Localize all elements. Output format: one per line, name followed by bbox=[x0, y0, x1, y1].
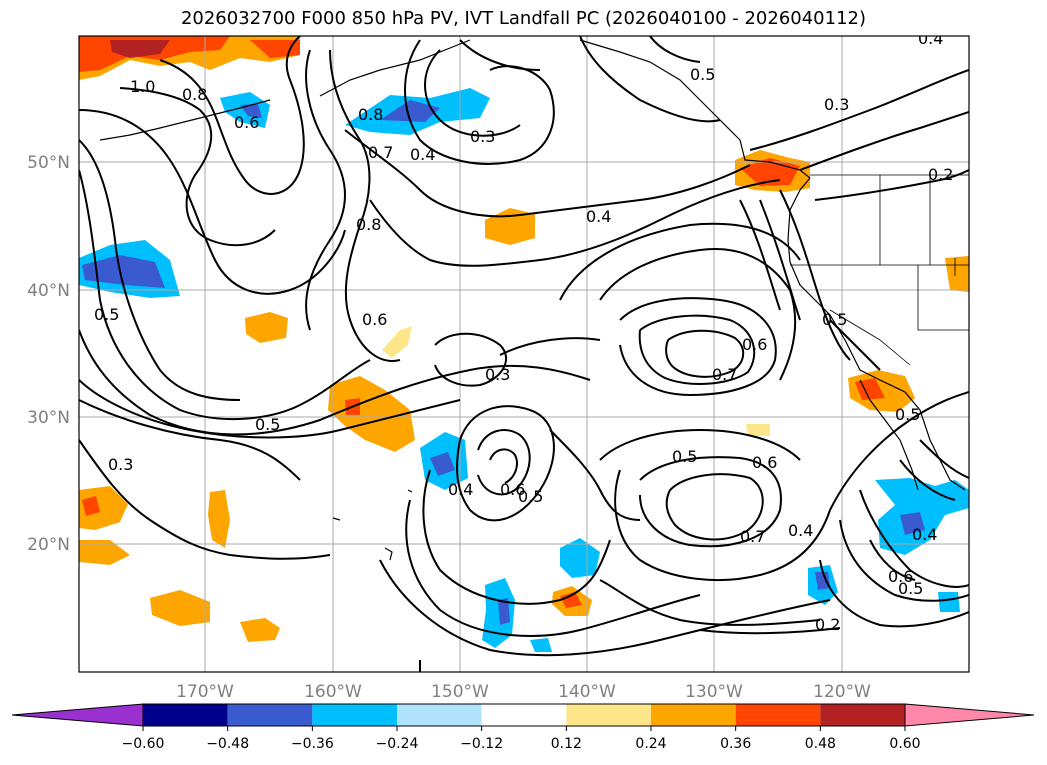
contour-label: 0.2 bbox=[928, 165, 953, 184]
colorbar-swatch bbox=[397, 704, 482, 726]
lon-label: 160°W bbox=[304, 682, 362, 702]
colorbar-tick-label: −0.48 bbox=[206, 736, 249, 752]
colorbar-extend-high bbox=[904, 703, 1035, 727]
contour-label: 0.6 bbox=[752, 453, 777, 472]
colorbar-frame bbox=[142, 703, 906, 727]
colorbar-extend-low bbox=[11, 703, 144, 727]
colorbar-swatch bbox=[481, 704, 567, 726]
lon-label: 120°W bbox=[813, 682, 871, 702]
contour-label: 0.7 bbox=[740, 527, 765, 546]
contour-label: 0.5 bbox=[94, 305, 119, 324]
contour-label: 0.5 bbox=[518, 487, 543, 506]
contour-label: 0.8 bbox=[356, 215, 381, 234]
contour-label: 0.6 bbox=[888, 567, 913, 586]
colorbar-swatch bbox=[820, 704, 905, 726]
contour-label: 0.4 bbox=[788, 521, 813, 540]
colorbar-swatch bbox=[566, 704, 651, 726]
colorbar-tick-label: 0.24 bbox=[635, 736, 666, 752]
colorbar-tick-label: −0.24 bbox=[376, 736, 419, 752]
contour-label: 0.3 bbox=[108, 455, 133, 474]
contour-label: 0.6 bbox=[500, 480, 525, 499]
contour-label: 1.0 bbox=[130, 77, 155, 96]
colorbar-tick-label: 0.48 bbox=[805, 736, 836, 752]
colorbar-tick-label: 0.60 bbox=[889, 736, 920, 752]
colorbar-swatch bbox=[143, 704, 228, 726]
contour-lines bbox=[79, 36, 969, 672]
lat-label: 40°N bbox=[27, 281, 70, 301]
contour-label: 0.6 bbox=[362, 310, 387, 329]
contour-label: 0.5 bbox=[255, 415, 280, 434]
colorbar-swatch bbox=[312, 704, 397, 726]
lat-label: 20°N bbox=[27, 535, 70, 555]
contour-label: 0.3 bbox=[470, 127, 495, 146]
shaded-field bbox=[79, 36, 969, 652]
contour-label: 0.5 bbox=[822, 310, 847, 329]
contour-label: 0.4 bbox=[912, 525, 937, 544]
contour-label: 0.6 bbox=[234, 113, 259, 132]
contour-labels: 1.0 0.8 0.6 0.8 0.7 0.4 0.3 0.5 0.3 0.2 … bbox=[94, 29, 953, 634]
colorbar-swatch bbox=[735, 704, 821, 726]
contour-label: 0.4 bbox=[586, 207, 611, 226]
lat-label: 30°N bbox=[27, 408, 70, 428]
contour-label: 0.8 bbox=[182, 85, 207, 104]
contour-label: 0.7 bbox=[712, 365, 737, 384]
lon-label: 130°W bbox=[685, 682, 743, 702]
contour-label: 0.5 bbox=[895, 405, 920, 424]
map-background bbox=[79, 36, 969, 672]
colorbar-swatch bbox=[651, 704, 736, 726]
map-frame bbox=[78, 35, 970, 673]
colorbar-tick-label: 0.36 bbox=[720, 736, 751, 752]
colorbar: −0.60 −0.48 −0.36 −0.24 −0.12 0.12 0.24 0.36 0.4… bbox=[11, 703, 1035, 752]
contour-label: 0.4 bbox=[448, 480, 473, 499]
latitude-labels: 50°N 40°N 30°N 20°N bbox=[27, 153, 70, 555]
colorbar-tick-label: −0.36 bbox=[291, 736, 334, 752]
contour-label: 0.2 bbox=[815, 615, 840, 634]
colorbar-tick-label: −0.60 bbox=[122, 736, 165, 752]
lon-label: 150°W bbox=[431, 682, 489, 702]
contour-label: 0.3 bbox=[485, 365, 510, 384]
contour-label: 0.5 bbox=[672, 447, 697, 466]
plot-title: 2026032700 F000 850 hPa PV, IVT Landfall… bbox=[180, 8, 867, 29]
contour-label: 0.4 bbox=[410, 145, 435, 164]
contour-label: 0.7 bbox=[368, 143, 393, 162]
contour-label: 0.5 bbox=[898, 579, 923, 598]
contour-label: 0.4 bbox=[918, 29, 943, 48]
lon-label: 140°W bbox=[558, 682, 616, 702]
contour-label: 0.5 bbox=[690, 65, 715, 84]
colorbar-tick-label: 0.12 bbox=[551, 736, 582, 752]
contour-label: 0.3 bbox=[824, 95, 849, 114]
longitude-labels: 170°W 160°W 150°W 140°W 130°W 120°W bbox=[176, 682, 871, 702]
colorbar-tick-label: −0.12 bbox=[460, 736, 503, 752]
lat-label: 50°N bbox=[27, 153, 70, 173]
lon-label: 170°W bbox=[176, 682, 234, 702]
contour-label: 0.8 bbox=[358, 105, 383, 124]
contour-label: 0.6 bbox=[742, 335, 767, 354]
colorbar-swatch bbox=[227, 704, 313, 726]
